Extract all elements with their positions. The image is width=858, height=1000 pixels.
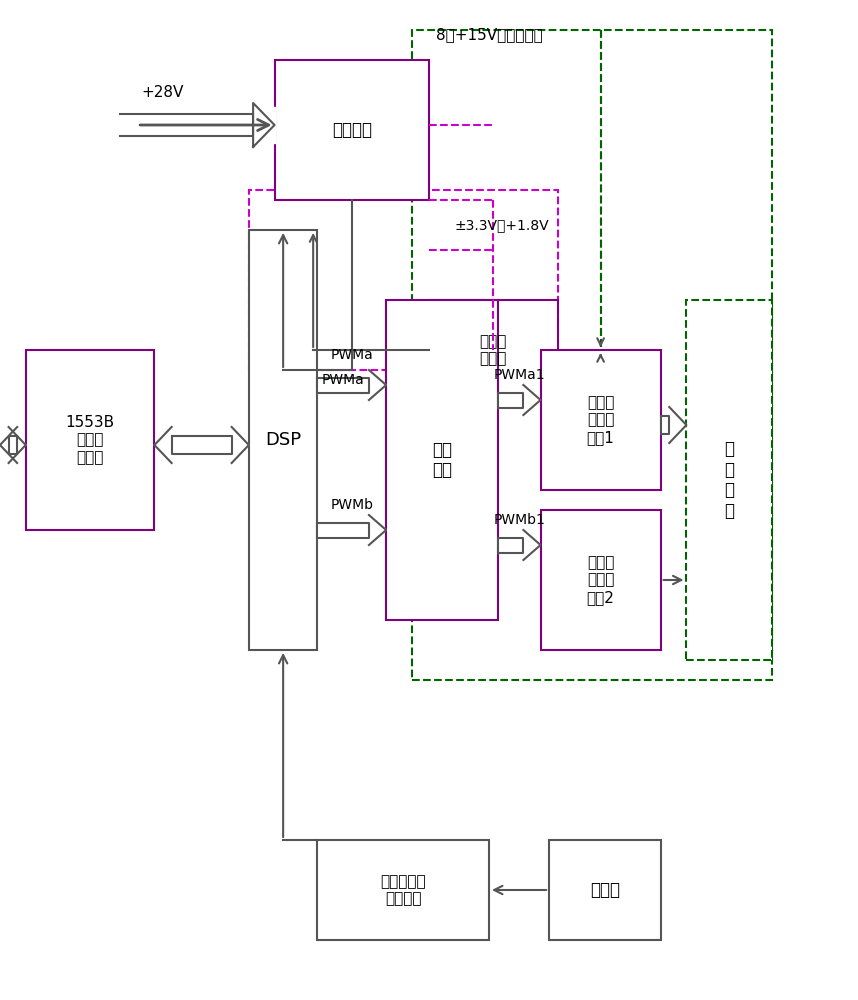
Text: +28V: +28V <box>142 85 184 100</box>
Polygon shape <box>523 530 541 560</box>
Polygon shape <box>317 522 369 538</box>
Text: PWMa: PWMa <box>322 373 365 387</box>
Text: 8路+15V隔离用电源: 8路+15V隔离用电源 <box>436 27 542 42</box>
FancyBboxPatch shape <box>541 510 661 650</box>
FancyBboxPatch shape <box>686 300 772 660</box>
Polygon shape <box>369 515 386 545</box>
Text: ±3.3V、+1.8V: ±3.3V、+1.8V <box>455 218 549 232</box>
Polygon shape <box>0 427 17 463</box>
Text: 故障诊
断电路: 故障诊 断电路 <box>480 334 507 366</box>
Text: 信号采集及
处理电路: 信号采集及 处理电路 <box>380 874 426 906</box>
Polygon shape <box>232 427 249 463</box>
FancyBboxPatch shape <box>275 60 429 200</box>
Text: 逻辑
电路: 逻辑 电路 <box>432 441 452 479</box>
Text: PWMa: PWMa <box>330 348 373 362</box>
FancyBboxPatch shape <box>249 230 317 650</box>
Polygon shape <box>120 114 253 136</box>
FancyBboxPatch shape <box>317 840 489 940</box>
Polygon shape <box>661 416 669 434</box>
Polygon shape <box>317 378 369 392</box>
Text: 电源变换: 电源变换 <box>332 121 372 139</box>
Polygon shape <box>9 427 26 463</box>
Text: DSP: DSP <box>265 431 301 449</box>
Polygon shape <box>498 538 523 552</box>
Text: 1553B
总线接
口电路: 1553B 总线接 口电路 <box>65 415 115 465</box>
FancyBboxPatch shape <box>26 350 154 530</box>
Polygon shape <box>154 427 172 463</box>
Polygon shape <box>253 103 275 147</box>
FancyBboxPatch shape <box>541 350 661 490</box>
Text: 被
控
对
象: 被 控 对 象 <box>724 440 734 520</box>
FancyBboxPatch shape <box>549 840 661 940</box>
Text: 功率驱
动及主
电路1: 功率驱 动及主 电路1 <box>587 395 614 445</box>
Polygon shape <box>498 393 523 408</box>
Text: 传感器: 传感器 <box>590 881 619 899</box>
Polygon shape <box>523 385 541 415</box>
Polygon shape <box>669 407 686 443</box>
Polygon shape <box>369 370 386 400</box>
Text: PWMa1: PWMa1 <box>493 368 545 382</box>
Polygon shape <box>172 436 232 454</box>
Text: PWMb: PWMb <box>330 498 373 512</box>
FancyBboxPatch shape <box>429 300 558 400</box>
Text: PWMb1: PWMb1 <box>493 513 545 527</box>
Polygon shape <box>9 436 17 454</box>
FancyBboxPatch shape <box>386 300 498 620</box>
Text: 功率驱
动及主
电路2: 功率驱 动及主 电路2 <box>587 555 614 605</box>
